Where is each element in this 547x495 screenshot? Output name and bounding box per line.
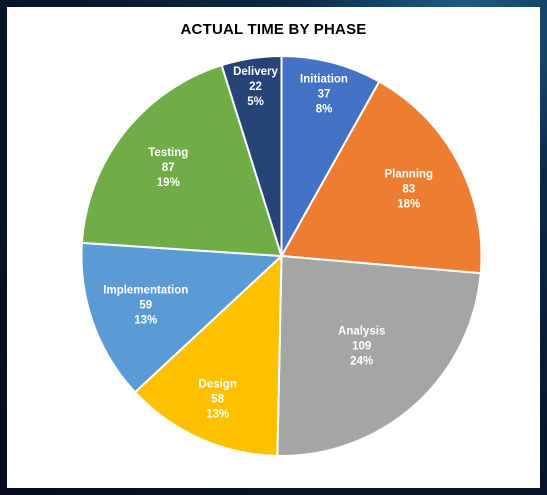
label-value: 59 [139,299,152,311]
label-value: 37 [318,89,331,101]
label-category: Delivery [233,66,278,78]
pie-slice-implementation [80,241,284,394]
label-value: 87 [162,162,175,174]
pie-slice-testing [80,63,283,258]
label-percent: 5% [247,96,264,108]
data-label-testing: Testing 87 19% [148,147,188,189]
chart-title: ACTUAL TIME BY PHASE [180,21,367,38]
pie-slice-analysis [276,254,482,457]
pie-slice-design [133,253,283,457]
label-percent: 13% [206,408,229,420]
label-category: Planning [385,169,434,181]
pie-slice-delivery [220,54,283,257]
label-percent: 8% [316,104,333,116]
data-label-design: Design 58 13% [199,378,237,420]
label-category: Analysis [338,325,385,337]
label-percent: 19% [157,177,180,189]
data-label-delivery: Delivery 22 5% [233,66,278,108]
chart-panel: ACTUAL TIME BY PHASE Initiation 37 8% Plann… [7,7,540,488]
label-category: Design [199,378,237,390]
data-label-implementation: Implementation 59 13% [103,284,188,326]
pie-slice-planning [279,80,483,275]
label-category: Implementation [103,284,188,296]
label-percent: 18% [397,199,420,211]
data-label-planning: Planning 83 18% [385,169,434,211]
pie-slice-initiation [280,54,381,260]
pie-chart: Initiation 37 8% Planning 83 18% Analysis 109 24… [80,54,483,457]
label-value: 83 [402,184,415,196]
label-value: 58 [211,393,224,405]
label-value: 22 [249,81,262,93]
label-value: 109 [352,340,371,352]
label-category: Initiation [300,74,348,86]
label-category: Testing [148,147,188,159]
data-label-initiation: Initiation 37 8% [300,74,348,116]
label-percent: 13% [134,314,157,326]
label-percent: 24% [350,355,373,367]
data-label-analysis: Analysis 109 24% [338,325,385,367]
